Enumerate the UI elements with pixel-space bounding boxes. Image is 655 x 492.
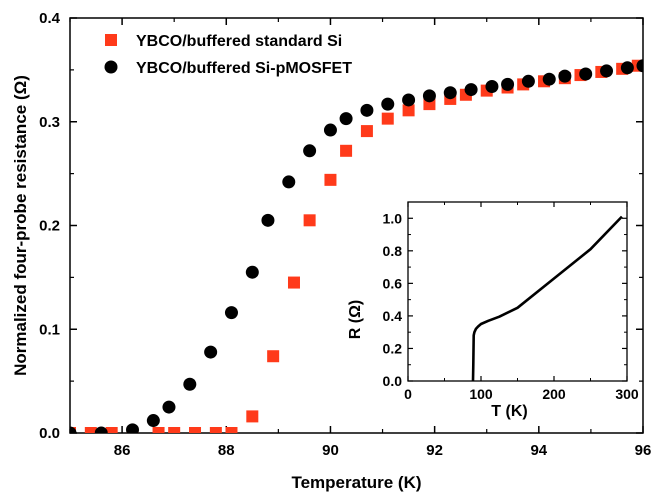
data-point-si-pmosfet [521, 74, 535, 88]
y-tick-label: 0.1 [39, 321, 60, 338]
data-point-si-pmosfet [323, 123, 337, 137]
data-point-si-pmosfet [443, 86, 457, 100]
data-point-standard-si [225, 427, 238, 433]
data-point-standard-si [303, 214, 316, 227]
data-point-si-pmosfet [381, 97, 395, 111]
data-point-si-pmosfet [282, 175, 296, 189]
data-point-si-pmosfet [360, 103, 374, 117]
data-point-standard-si [360, 125, 373, 138]
x-tick-label: 96 [635, 442, 652, 459]
inset-x-tick-label: 300 [615, 386, 639, 402]
x-tick-label: 90 [322, 442, 339, 459]
inset-x-axis-title: T (K) [491, 403, 527, 420]
inset-y-tick-label: 0.4 [383, 308, 403, 324]
legend-label-si-pmosfet: YBCO/buffered Si-pMOSFET [136, 60, 352, 77]
inset-plot: 0 100 200 300 0.0 0.2 0.4 0.6 0.8 1.0 T (K) R (Ω) [347, 201, 639, 420]
data-point-si-pmosfet [146, 414, 160, 428]
inset-x-tick-label: 0 [404, 386, 412, 402]
data-point-si-pmosfet [501, 77, 515, 91]
inset-x-tick-label: 100 [469, 386, 493, 402]
data-point-standard-si [287, 276, 300, 289]
data-point-si-pmosfet [162, 400, 176, 414]
data-point-standard-si [105, 427, 118, 433]
x-tick-label: 92 [426, 442, 443, 459]
data-point-si-pmosfet [94, 426, 108, 433]
inset-y-tick-label: 1.0 [383, 210, 403, 226]
y-axis-title: Normalized four-probe resistance (Ω) [11, 75, 30, 376]
data-point-standard-si [340, 144, 353, 157]
data-point-si-pmosfet [126, 423, 140, 433]
data-point-si-pmosfet [245, 265, 259, 279]
data-point-standard-si [209, 427, 222, 433]
inset-y-tick-label: 0.6 [383, 275, 403, 291]
data-point-standard-si [168, 427, 181, 433]
data-point-si-pmosfet [402, 93, 416, 107]
x-tick-label: 86 [114, 442, 131, 459]
y-tick-label: 0.2 [39, 218, 60, 235]
data-point-standard-si [152, 427, 165, 433]
y-tick-label: 0.0 [39, 425, 60, 442]
inset-y-tick-label: 0.8 [383, 243, 403, 259]
legend-marker-si-pmosfet [104, 60, 118, 74]
inset-y-axis-title: R (Ω) [347, 300, 364, 339]
data-layer [70, 59, 643, 433]
data-point-standard-si [189, 427, 202, 433]
data-point-si-pmosfet [339, 112, 353, 126]
data-point-standard-si [84, 427, 97, 433]
data-point-standard-si [246, 410, 259, 423]
inset-y-tick-label: 0.2 [383, 340, 403, 356]
data-point-standard-si [267, 350, 280, 363]
inset-frame [407, 201, 628, 382]
inset-x-tick-label: 200 [542, 386, 566, 402]
x-tick-label: 94 [530, 442, 547, 459]
data-point-si-pmosfet [620, 61, 634, 75]
inset-resistance-curve [471, 215, 623, 382]
legend-label-standard-si: YBCO/buffered standard Si [136, 33, 342, 50]
data-point-standard-si [324, 173, 337, 186]
x-tick-label: 88 [218, 442, 235, 459]
y-tick-label: 0.4 [39, 10, 61, 27]
main-plot: 86 88 90 92 94 96 0.0 0.1 0.2 0.3 0.4 Temperature (… [11, 10, 651, 492]
data-point-si-pmosfet [261, 213, 275, 227]
data-point-si-pmosfet [636, 59, 643, 73]
data-point-si-pmosfet [422, 89, 436, 103]
y-tick-label: 0.3 [39, 114, 60, 131]
data-point-standard-si [381, 112, 394, 125]
data-point-si-pmosfet [183, 377, 197, 391]
data-point-si-pmosfet [204, 345, 218, 359]
data-point-si-pmosfet [558, 69, 572, 83]
legend-marker-standard-si [105, 34, 117, 46]
data-point-si-pmosfet [224, 306, 238, 320]
data-point-si-pmosfet [70, 426, 77, 433]
data-point-si-pmosfet [600, 64, 614, 78]
data-point-si-pmosfet [464, 83, 478, 97]
data-point-si-pmosfet [485, 79, 499, 93]
data-point-si-pmosfet [579, 67, 593, 81]
data-point-standard-si [402, 104, 415, 117]
x-axis-title: Temperature (K) [291, 473, 421, 492]
data-point-si-pmosfet [303, 144, 317, 158]
data-point-si-pmosfet [542, 72, 556, 86]
inset-y-tick-label: 0.0 [383, 373, 403, 389]
